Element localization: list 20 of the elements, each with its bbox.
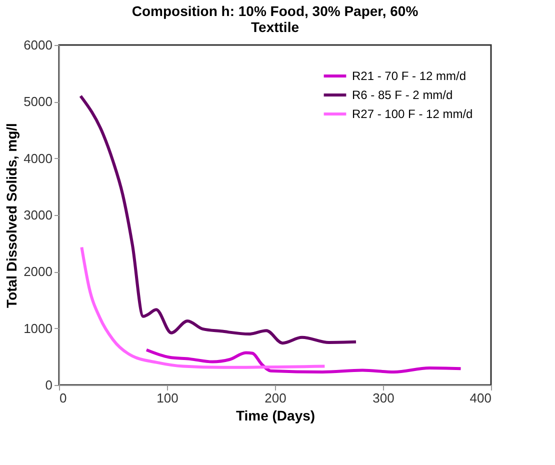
y-axis-title: Total Dissolved Solids, mg/l bbox=[4, 123, 20, 308]
x-axis-title: Time (Days) bbox=[236, 408, 316, 424]
line-series bbox=[80, 246, 326, 369]
y-tick-label: 3000 bbox=[24, 208, 52, 222]
legend-label: R21 - 70 F - 12 mm/d bbox=[352, 69, 466, 83]
y-tick-label: 6000 bbox=[24, 38, 52, 52]
line-series bbox=[144, 348, 462, 374]
y-tick-label: 4000 bbox=[24, 150, 52, 166]
y-tick-label: 5000 bbox=[24, 94, 52, 110]
y-tick-label: 2000 bbox=[24, 264, 52, 280]
y-tick-label: 1000 bbox=[24, 320, 52, 336]
x-tick-label: 400 bbox=[470, 390, 492, 406]
legend-label: R6 - 85 F - 2 mm/d bbox=[352, 88, 453, 102]
x-tick-label: 300 bbox=[372, 390, 394, 406]
x-tick-label: 100 bbox=[156, 390, 178, 406]
x-tick-label: 200 bbox=[264, 390, 286, 406]
y-tick-label: 0 bbox=[45, 378, 52, 392]
x-tick-label: 0 bbox=[60, 390, 67, 406]
chart-title: Composition h: 10% Food, 30% Paper, 60% Texttile bbox=[132, 3, 419, 35]
legend-label: R27 - 100 F - 12 mm/d bbox=[352, 107, 473, 121]
